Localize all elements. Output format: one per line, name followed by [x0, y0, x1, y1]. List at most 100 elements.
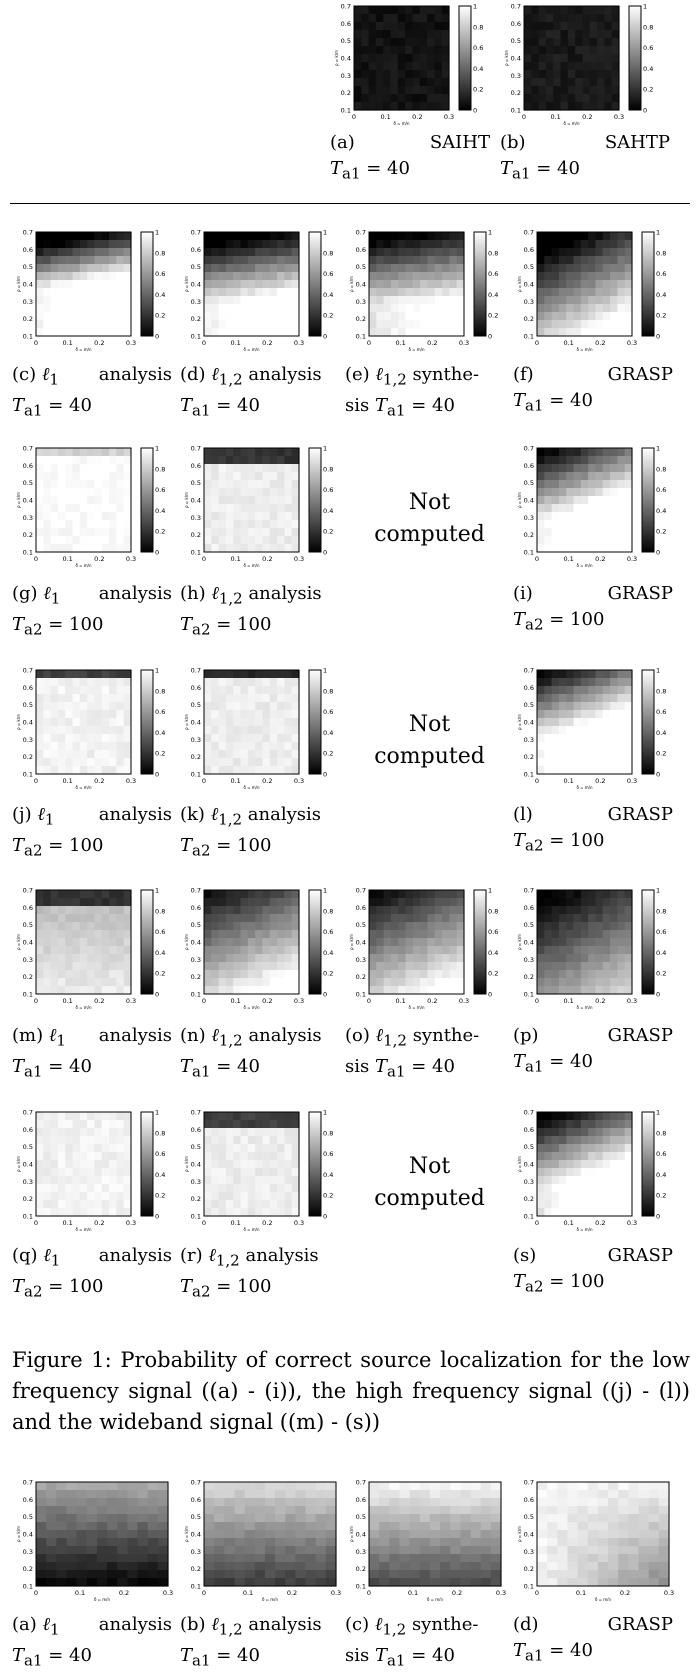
heatmap-cell [43, 480, 52, 489]
heatmap-cell [255, 930, 264, 939]
heatmap-cell [442, 970, 450, 979]
heatmap-cell [434, 922, 443, 931]
heatmap-cell [291, 1144, 300, 1153]
colorbar-tick-label: 0.2 [323, 970, 333, 978]
heatmap-cell [137, 1570, 149, 1579]
heatmap-cell [211, 464, 220, 473]
y-tick-label: 0.4 [191, 1161, 201, 1169]
colorbar-tick-label: 0 [488, 333, 492, 341]
y-tick-label: 0.3 [191, 298, 201, 306]
heatmap-cell [277, 938, 285, 947]
heatmap-cell [419, 94, 428, 103]
heatmap-cell [624, 978, 633, 987]
heatmap-cell [429, 1514, 441, 1523]
heatmap-cell [56, 1490, 68, 1499]
heatmap-cell [116, 1120, 125, 1129]
heatmap-cell [383, 78, 392, 87]
heatmap-cell [123, 962, 132, 971]
heatmap-cell [412, 264, 421, 273]
heatmap-cell [470, 1530, 482, 1539]
heatmap-cell [442, 248, 450, 257]
heatmap-cell [79, 304, 88, 313]
heatmap-cell [109, 456, 117, 465]
heatmap-cell [545, 62, 554, 71]
heatmap-cell [218, 962, 227, 971]
heatmap-cell [544, 922, 553, 931]
heatmap-cell [376, 938, 385, 947]
heatmap-cell [429, 1570, 441, 1579]
heatmap-cell [79, 718, 88, 727]
heatmap-cell [580, 264, 589, 273]
heatmap-cell [101, 240, 110, 249]
heatmap-cell [588, 1128, 597, 1137]
heatmap-cell [379, 1570, 390, 1579]
heatmap-cell [36, 512, 44, 521]
heatmap-cell [211, 264, 220, 273]
heatmap-cell [624, 472, 633, 481]
heatmap-cell [101, 456, 110, 465]
heatmap-cell [284, 686, 293, 695]
heatmap-cell [573, 304, 582, 313]
x-axis-label: δ = m/n [243, 1005, 260, 1010]
heatmap-cell [277, 898, 285, 907]
heatmap-cell [72, 280, 81, 289]
caption-c: (c) ℓ1 analysis Ta1 = 40 [12, 364, 172, 420]
heatmap-cell [277, 512, 285, 521]
heatmap-cell [412, 86, 421, 95]
heatmap-cell [573, 694, 582, 703]
heatmap-cell [558, 464, 567, 473]
heatmap-cell [262, 946, 271, 955]
colorbar-tick-label: 0.2 [323, 312, 333, 320]
heatmap-cell [566, 1176, 575, 1185]
heatmap-cell [36, 1538, 47, 1547]
heatmap-cell [368, 6, 377, 15]
heatmap-cell [116, 686, 125, 695]
heatmap-cell [43, 734, 52, 743]
heatmap-cell [580, 464, 589, 473]
heatmap-cell [94, 890, 103, 899]
heatmap-cell [255, 1200, 264, 1209]
heatmap-cell [36, 304, 44, 313]
heatmap-cell [204, 504, 212, 513]
heatmap-cell [46, 1570, 57, 1579]
heatmap-cell [240, 1152, 249, 1161]
heatmap-cell [442, 328, 450, 337]
heatmap-cell [390, 304, 399, 313]
heatmap-cell [269, 758, 278, 767]
colorbar-tick-label: 0.4 [155, 291, 165, 299]
heatmap-cell [43, 922, 52, 931]
heatmap-cell [79, 1200, 88, 1209]
heatmap-cell [72, 496, 81, 505]
heatmap-cell [264, 1514, 276, 1523]
heatmap-cell [573, 766, 582, 775]
heatmap-cell [390, 320, 399, 329]
heatmap-cell [537, 726, 545, 735]
heatmap-cell [558, 702, 567, 711]
heatmap-cell [305, 1522, 317, 1531]
heatmap-cell [610, 906, 618, 915]
heatmap-cell [247, 488, 256, 497]
heatmap-cell [109, 1152, 117, 1161]
heatmap-cell [57, 978, 66, 987]
heatmap-cell [419, 70, 428, 79]
heatmap-cell [50, 1160, 59, 1169]
plot-frame [368, 1481, 502, 1587]
heatmap-cell [76, 1530, 88, 1539]
heatmap-cell [427, 890, 436, 899]
heatmap-cell [427, 320, 436, 329]
heatmap-cell [553, 38, 562, 47]
heatmap-cell [449, 978, 458, 987]
heatmap-cell [36, 742, 44, 751]
heatmap-cell [36, 1208, 44, 1217]
caption-b2: (b) ℓ1,2 analysis Ta1 = 40 [180, 1614, 322, 1670]
heatmap-cell [240, 1176, 249, 1185]
heatmap-cell [544, 702, 553, 711]
heatmap-cell [305, 1554, 317, 1563]
heatmap-cell [204, 1578, 215, 1587]
heatmap-cell [262, 280, 271, 289]
heatmap-cell [218, 520, 227, 529]
heatmap-cell [537, 1184, 545, 1193]
heatmap-cell [116, 1184, 125, 1193]
plot-frame [536, 889, 633, 995]
heatmap-cell [460, 1482, 472, 1491]
